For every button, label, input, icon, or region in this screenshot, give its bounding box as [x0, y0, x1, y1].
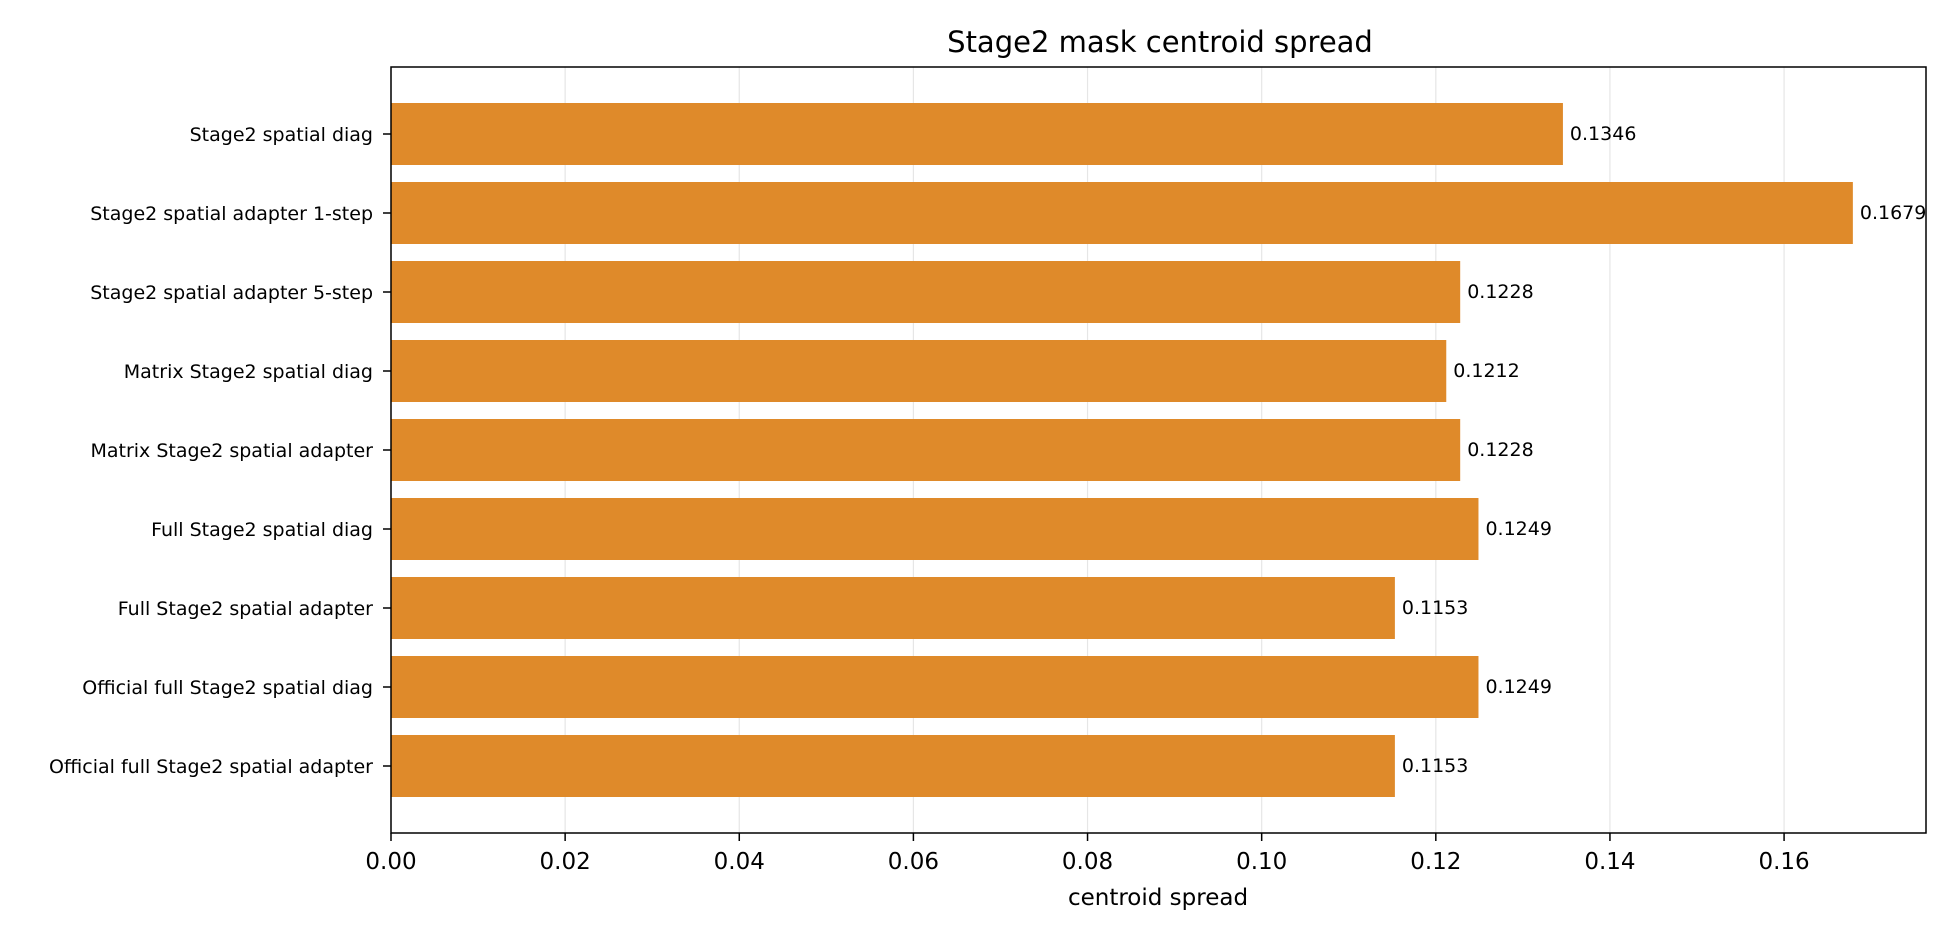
category-label: Full Stage2 spatial adapter [118, 598, 373, 620]
category-label: Official full Stage2 spatial adapter [49, 756, 373, 778]
bar-value-label: 0.1153 [1402, 597, 1468, 619]
plot-frame [390, 66, 1927, 834]
bar-value-label: 0.1249 [1485, 676, 1551, 698]
category-label: Official full Stage2 spatial diag [82, 677, 373, 699]
bar-value-label: 0.1249 [1485, 518, 1551, 540]
bar [391, 735, 1395, 797]
x-tick-label: 0.14 [1584, 849, 1635, 875]
bar [391, 498, 1479, 560]
bar-value-label: 0.1346 [1570, 123, 1636, 145]
x-ticks-group: 0.00 0.02 0.04 0.06 0.08 0.10 0.12 0.14 0.16 [365, 833, 1810, 875]
bar-value-label: 0.1228 [1467, 439, 1533, 461]
bar-value-label: 0.1153 [1402, 755, 1468, 777]
bar [391, 103, 1563, 165]
bar [391, 577, 1395, 639]
chart-title: Stage2 mask centroid spread [947, 25, 1373, 59]
x-tick-label: 0.08 [1062, 849, 1113, 875]
bar [391, 340, 1447, 402]
bar-value-label: 0.1212 [1453, 360, 1519, 382]
x-tick-label: 0.12 [1410, 849, 1461, 875]
value-labels-group: 0.1346 0.1679 0.1228 0.1212 0.1228 0.1249 0.11… [1402, 123, 1926, 777]
category-label: Full Stage2 spatial diag [151, 519, 373, 541]
bar [391, 419, 1461, 481]
bars-group [391, 103, 1853, 797]
category-labels-group: Stage2 spatial diag Stage2 spatial adapte… [49, 124, 391, 778]
x-tick-label: 0.06 [888, 849, 939, 875]
bar-value-label: 0.1679 [1860, 202, 1926, 224]
bar [391, 182, 1853, 244]
category-label: Stage2 spatial adapter 1-step [90, 203, 373, 225]
x-tick-label: 0.02 [540, 849, 591, 875]
x-tick-label: 0.10 [1236, 849, 1287, 875]
bar-value-label: 0.1228 [1467, 281, 1533, 303]
x-tick-label: 0.16 [1758, 849, 1809, 875]
bar [391, 656, 1479, 718]
category-label: Stage2 spatial adapter 5-step [90, 282, 373, 304]
x-tick-label: 0.04 [714, 849, 765, 875]
category-label: Matrix Stage2 spatial adapter [90, 440, 373, 462]
x-axis-label: centroid spread [1068, 885, 1248, 911]
x-tick-label: 0.00 [365, 849, 416, 875]
category-label: Matrix Stage2 spatial diag [124, 361, 373, 383]
bar [391, 261, 1461, 323]
category-label: Stage2 spatial diag [190, 124, 373, 146]
